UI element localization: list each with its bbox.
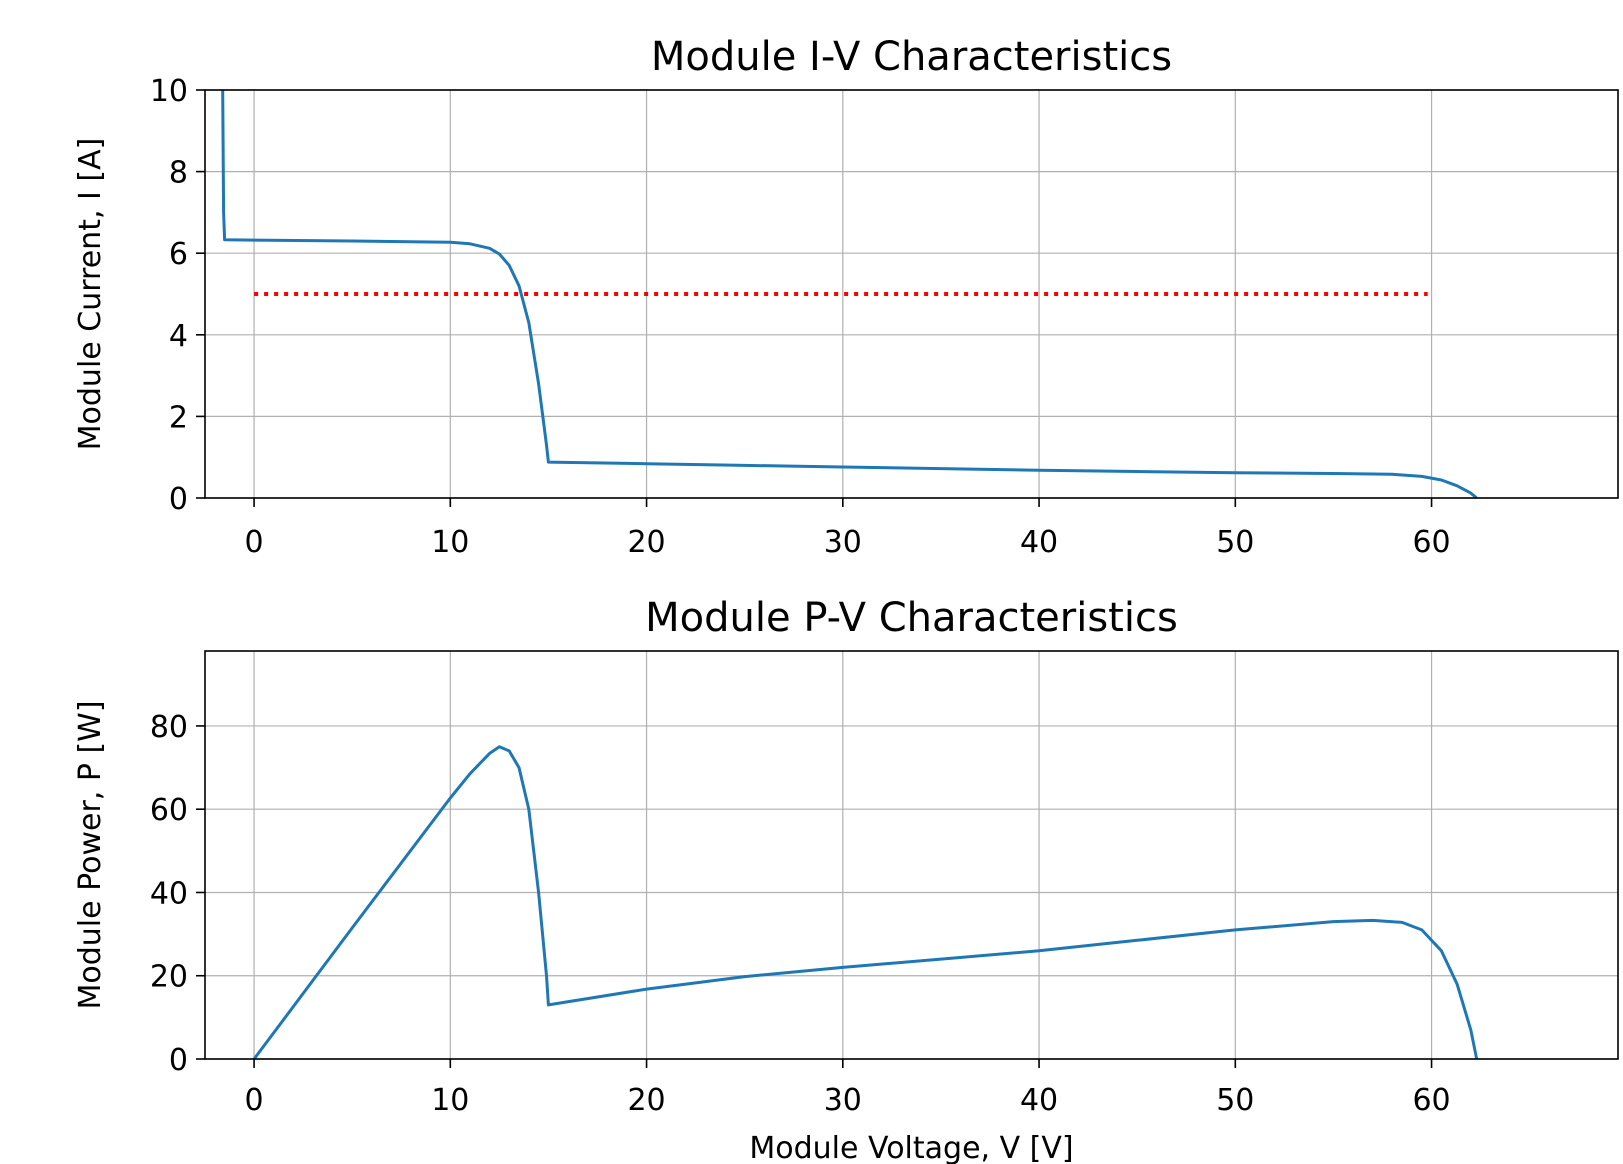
pv-y-tick-label: 20 [150, 960, 188, 995]
pv-chart: 0 10 20 30 40 50 60 0 20 40 60 80 Module P-V Chara… [73, 595, 1619, 1164]
iv-x-tick-label: 20 [627, 525, 665, 560]
pv-x-ticks: 0 10 20 30 40 50 60 [245, 1059, 1451, 1118]
pv-y-tick-label: 0 [169, 1043, 188, 1078]
iv-y-tick-label: 10 [150, 74, 188, 109]
pv-x-tick-label: 10 [431, 1083, 469, 1118]
iv-x-tick-label: 0 [245, 525, 264, 560]
pv-x-tick-label: 20 [627, 1083, 665, 1118]
pv-curve [252, 745, 1479, 1060]
iv-x-tick-label: 40 [1020, 525, 1058, 560]
pv-chart-title: Module P-V Characteristics [645, 595, 1178, 641]
iv-chart-title: Module I-V Characteristics [651, 34, 1172, 80]
pv-y-tick-label: 60 [150, 793, 188, 828]
pv-y-tick-label: 40 [150, 876, 188, 911]
pv-series [252, 745, 1479, 1060]
iv-x-tick-label: 50 [1216, 525, 1254, 560]
pv-x-tick-label: 0 [245, 1083, 264, 1118]
pv-x-tick-label: 40 [1020, 1083, 1058, 1118]
iv-y-axis-label: Module Current, I [A] [73, 138, 108, 451]
pv-x-tick-label: 30 [824, 1083, 862, 1118]
iv-y-tick-label: 4 [169, 319, 188, 354]
iv-series [221, 89, 1478, 500]
iv-y-tick-label: 6 [169, 237, 188, 272]
iv-y-tick-label: 0 [169, 482, 188, 517]
pv-y-axis-label: Module Power, P [W] [73, 700, 108, 1009]
iv-x-tick-label: 30 [824, 525, 862, 560]
iv-y-ticks: 0 2 4 6 8 10 [150, 74, 205, 517]
pv-y-ticks: 0 20 40 60 80 [150, 710, 205, 1078]
pv-grid [205, 651, 1618, 1060]
pv-x-tick-label: 50 [1216, 1083, 1254, 1118]
iv-plot-frame [204, 89, 1619, 499]
pv-y-tick-label: 80 [150, 710, 188, 745]
iv-x-tick-label: 10 [431, 525, 469, 560]
iv-chart: 0 10 20 30 40 50 60 0 2 4 6 8 10 Module I-V Charact… [73, 34, 1619, 560]
iv-y-tick-label: 2 [169, 400, 188, 435]
iv-x-ticks: 0 10 20 30 40 50 60 [245, 498, 1451, 560]
iv-x-tick-label: 60 [1412, 525, 1450, 560]
pv-x-tick-label: 60 [1412, 1083, 1450, 1118]
pv-x-axis-label: Module Voltage, V [V] [749, 1131, 1073, 1164]
iv-y-tick-label: 8 [169, 156, 188, 191]
iv-curve [221, 89, 1478, 500]
pv-plot-frame [204, 650, 1619, 1060]
